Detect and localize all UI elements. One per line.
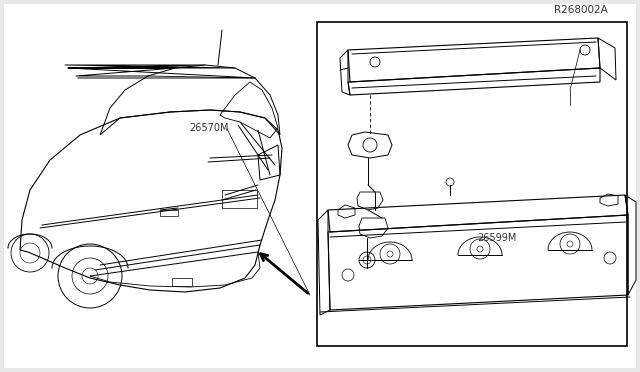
Bar — [222, 190, 257, 208]
Text: 26570M: 26570M — [189, 124, 228, 133]
Text: R268002A: R268002A — [554, 5, 608, 15]
Bar — [160, 210, 178, 216]
Text: 26599M: 26599M — [477, 233, 516, 243]
Bar — [317, 22, 627, 346]
Bar — [172, 278, 192, 286]
